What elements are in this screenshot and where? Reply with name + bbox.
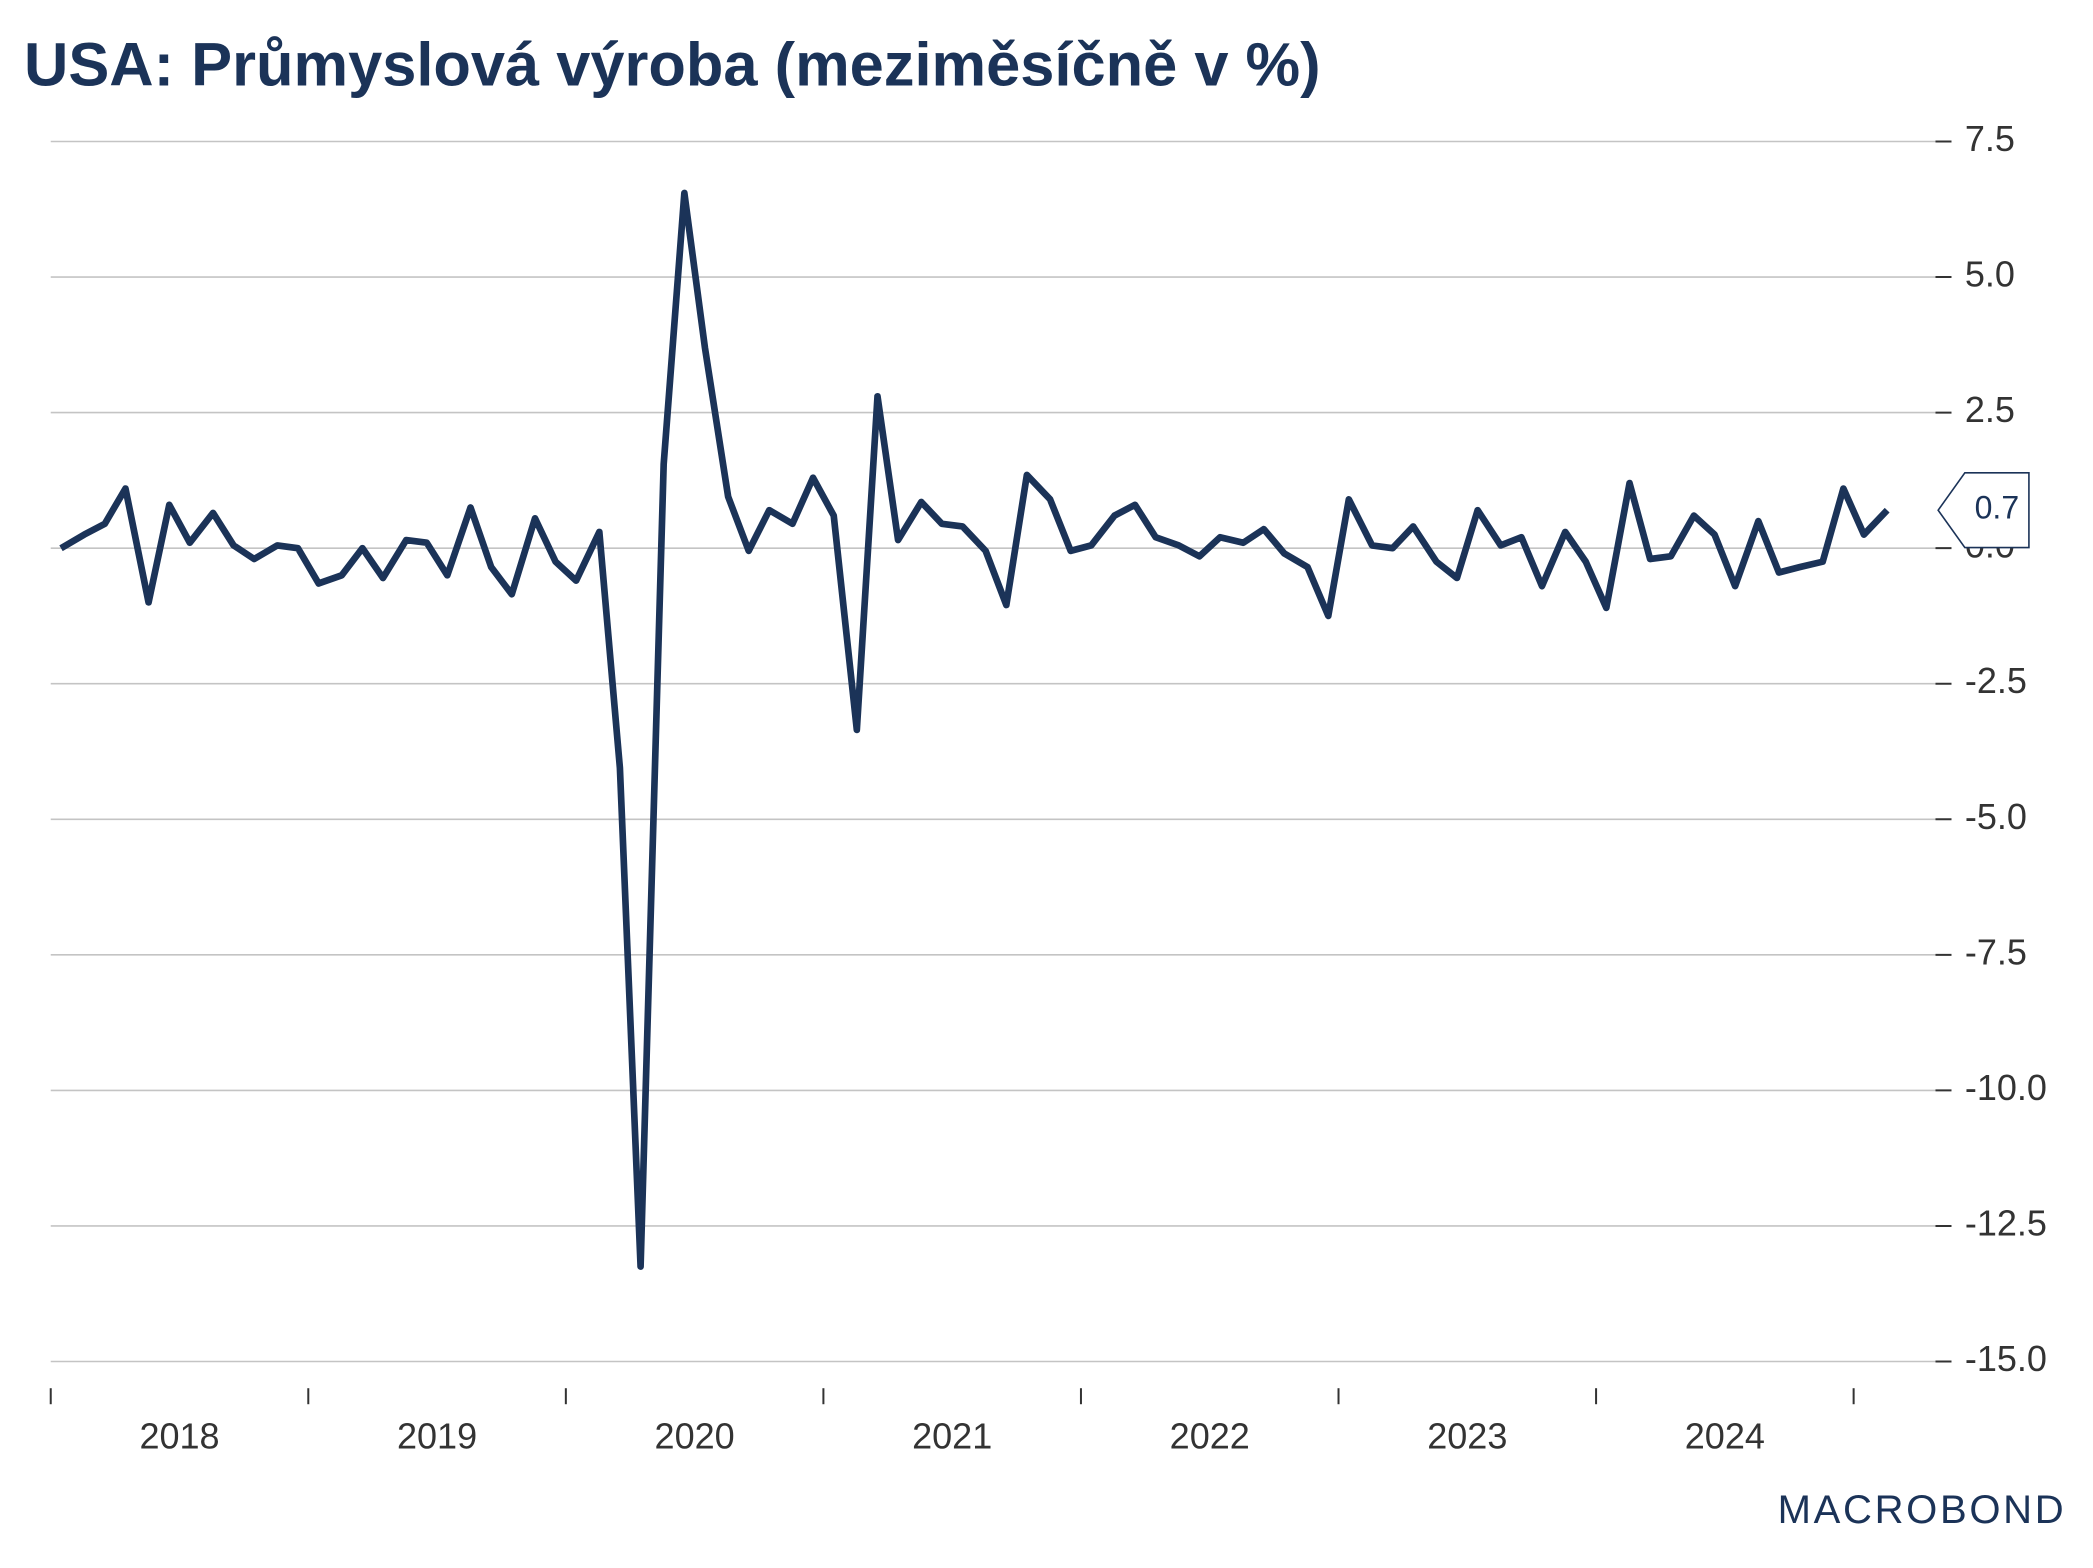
- x-tick-label: 2023: [1427, 1415, 1507, 1456]
- x-tick-label: 2020: [655, 1415, 735, 1456]
- data-line: [59, 189, 1890, 1270]
- y-tick-label: -10.0: [1965, 1067, 2047, 1108]
- chart-title: USA: Průmyslová výroba (meziměsíčně v %): [24, 31, 1321, 100]
- y-tick-label: -5.0: [1965, 796, 2027, 837]
- value-label: 0.7: [1975, 490, 2020, 526]
- y-tick-label: 7.5: [1965, 118, 2015, 159]
- y-tick-label: -12.5: [1965, 1202, 2047, 1243]
- y-tick-label: 5.0: [1965, 254, 2015, 295]
- y-tick-label: -7.5: [1965, 931, 2027, 972]
- x-tick-label: 2022: [1170, 1415, 1250, 1456]
- value-label-box: [1937, 472, 2030, 549]
- x-tick-label: 2019: [397, 1415, 477, 1456]
- x-tick-label: 2018: [139, 1415, 219, 1456]
- logo: MACROBOND: [1778, 1488, 2067, 1532]
- y-tick-label: 2.5: [1965, 389, 2015, 430]
- x-tick-label: 2021: [912, 1415, 992, 1456]
- x-tick-label: 2024: [1685, 1415, 1765, 1456]
- y-tick-label: -15.0: [1965, 1338, 2047, 1379]
- y-tick-label: -2.5: [1965, 660, 2027, 701]
